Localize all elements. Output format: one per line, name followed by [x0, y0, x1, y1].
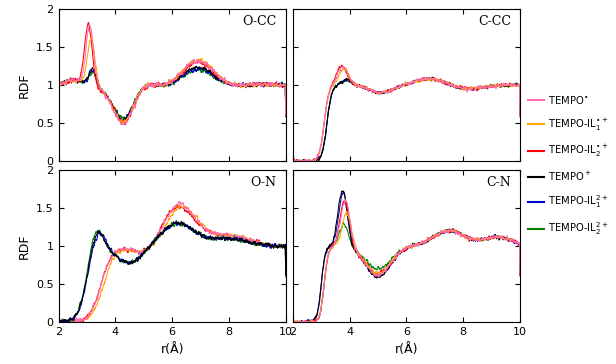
Y-axis label: RDF: RDF: [17, 72, 30, 98]
Text: O-N: O-N: [251, 176, 277, 189]
Legend: TEMPO$^{\bullet}$, TEMPO-IL$_1^{\bullet+}$, TEMPO-IL$_2^{\bullet+}$, TEMPO$^+$, : TEMPO$^{\bullet}$, TEMPO-IL$_1^{\bullet+…: [529, 94, 609, 237]
Text: O-CC: O-CC: [243, 15, 277, 28]
Y-axis label: RDF: RDF: [17, 233, 30, 259]
Text: C-N: C-N: [486, 176, 511, 189]
X-axis label: r(Å): r(Å): [160, 343, 184, 356]
Text: C-CC: C-CC: [478, 15, 511, 28]
X-axis label: r(Å): r(Å): [395, 343, 418, 356]
